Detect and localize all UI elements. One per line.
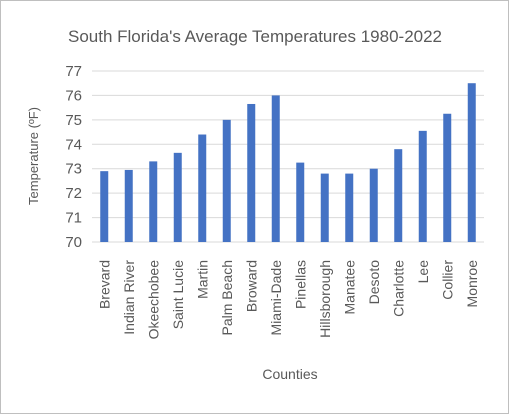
chart-title: South Florida's Average Temperatures 198… — [68, 27, 442, 46]
bar-hillsborough — [320, 173, 329, 242]
x-tick-label: Hillsborough — [317, 260, 333, 338]
bar-collier — [443, 113, 452, 242]
y-tick-label: 75 — [65, 112, 82, 129]
bar-manatee — [345, 173, 354, 242]
y-tick-label: 70 — [65, 234, 82, 251]
y-tick-labels: 70 71 72 73 74 75 76 77 — [65, 63, 82, 251]
x-tick-label: Saint Lucie — [170, 260, 186, 329]
bar-monroe — [467, 83, 476, 242]
x-tick-label: Manatee — [341, 260, 357, 315]
bar-desoto — [369, 168, 378, 242]
bar-miami-dade — [271, 95, 280, 242]
bar-broward — [247, 103, 256, 242]
y-tick-label: 76 — [65, 87, 82, 104]
y-tick-label: 74 — [65, 136, 82, 153]
y-tick-label: 71 — [65, 210, 82, 227]
x-tick-label: Collier — [439, 260, 455, 300]
bar-brevard — [100, 171, 109, 242]
x-tick-label: Brevard — [96, 260, 112, 309]
y-tick-label: 72 — [65, 185, 82, 202]
x-tick-label: Martin — [194, 260, 210, 299]
bars — [100, 83, 476, 242]
x-tick-label: Lee — [415, 260, 431, 284]
x-tick-label: Charlotte — [390, 260, 406, 317]
x-axis-label: Counties — [262, 366, 317, 382]
y-tick-label: 77 — [65, 63, 82, 80]
bar-okeechobee — [149, 161, 158, 242]
bar-lee — [418, 130, 427, 242]
x-tick-label: Indian River — [121, 260, 137, 335]
x-tick-label: Palm Beach — [219, 260, 235, 335]
x-tick-label: Monroe — [464, 260, 480, 308]
x-tick-label: Desoto — [366, 260, 382, 305]
y-tick-label: 73 — [65, 161, 82, 178]
bar-martin — [198, 134, 207, 242]
x-tick-label: Broward — [243, 260, 259, 312]
bar-indian-river — [124, 169, 133, 242]
bar-palm-beach — [222, 119, 231, 242]
bar-charlotte — [394, 149, 403, 242]
bar-pinellas — [296, 162, 305, 242]
x-tick-label: Okeechobee — [145, 260, 161, 340]
y-axis-label: Temperature (ºF) — [26, 107, 41, 205]
x-tick-label: Pinellas — [292, 260, 308, 309]
bar-saint-lucie — [173, 152, 182, 242]
category-labels: Brevard Indian River Okeechobee Saint Lucie… — [96, 260, 480, 340]
gridlines — [92, 70, 484, 243]
x-tick-label: Miami-Dade — [268, 260, 284, 336]
